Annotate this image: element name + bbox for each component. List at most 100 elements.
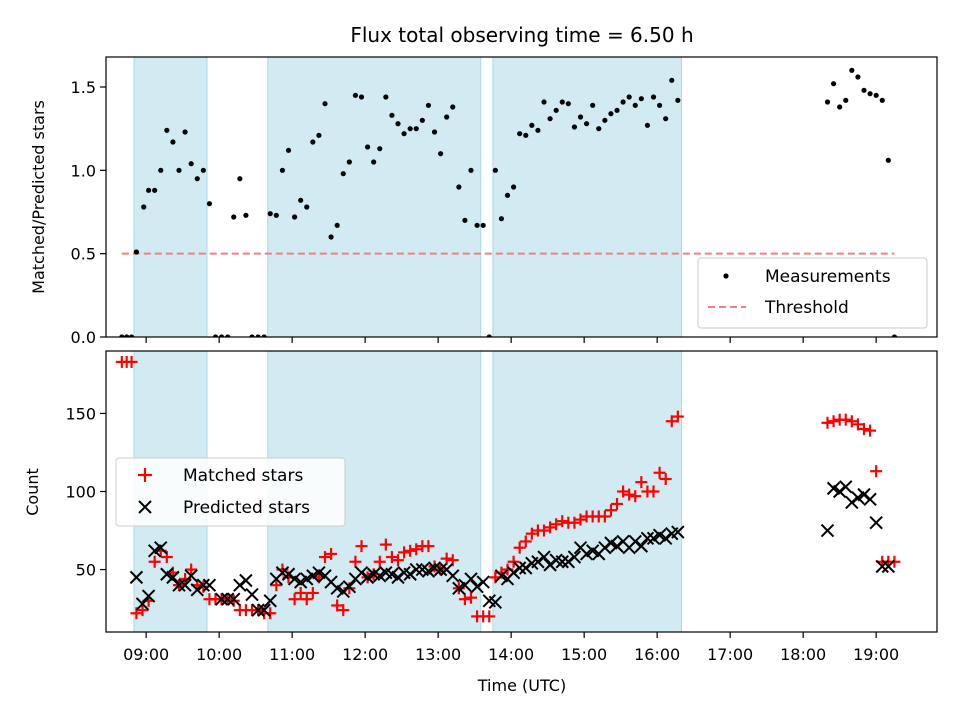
matched-star-point bbox=[148, 555, 161, 568]
matched-star-point bbox=[349, 555, 362, 568]
measurement-point bbox=[291, 214, 298, 220]
predicted-star-point bbox=[220, 592, 235, 606]
x-tick-label: 18:00 bbox=[780, 645, 826, 664]
legend-matched-label: Matched stars bbox=[183, 466, 303, 486]
y-tick-label: 0.0 bbox=[71, 328, 96, 347]
measurement-point bbox=[218, 334, 225, 337]
matched-star-point bbox=[440, 552, 453, 565]
legend-measurements-label: Measurements bbox=[765, 267, 891, 287]
matched-star-point bbox=[598, 510, 611, 523]
predicted-star-point bbox=[512, 561, 527, 575]
matched-star-point bbox=[325, 547, 338, 560]
matched-star-point bbox=[864, 424, 877, 437]
predicted-star-point bbox=[869, 516, 883, 530]
measurement-point bbox=[401, 131, 407, 137]
x-axis-label: Time (UTC) bbox=[477, 676, 566, 695]
top-legend: Measurements Threshold bbox=[697, 257, 928, 329]
y-tick-label: 150 bbox=[65, 404, 96, 423]
measurement-point bbox=[885, 157, 891, 163]
measurement-point bbox=[389, 112, 395, 118]
top-panel: 0.0 0.5 1.0 1.5 Matched/Predicted stars Mea… bbox=[29, 56, 938, 347]
matched-star-point bbox=[870, 465, 883, 478]
measurement-point bbox=[486, 334, 492, 337]
measurement-point bbox=[334, 222, 340, 228]
predicted-star-point bbox=[178, 578, 192, 592]
x-tick-label: 17:00 bbox=[707, 645, 753, 664]
matched-star-point bbox=[568, 516, 581, 529]
predicted-star-point bbox=[135, 597, 150, 611]
measurement-point bbox=[644, 122, 651, 128]
measurement-point bbox=[231, 214, 237, 220]
measurement-point bbox=[614, 107, 620, 113]
matched-star-point bbox=[513, 541, 526, 554]
measurement-point bbox=[152, 187, 158, 193]
matched-star-point bbox=[319, 551, 332, 564]
matched-star-point bbox=[136, 604, 149, 617]
top-y-axis-label: Matched/Predicted stars bbox=[29, 100, 48, 294]
matched-star-point bbox=[538, 524, 551, 537]
chart-title: Flux total observing time = 6.50 h bbox=[350, 23, 693, 47]
legend-predicted-label: Predicted stars bbox=[183, 498, 310, 518]
y-tick-label: 0.5 bbox=[71, 245, 96, 264]
measurement-point bbox=[395, 121, 401, 127]
matched-star-point bbox=[845, 415, 858, 428]
shaded-band bbox=[492, 56, 682, 338]
predicted-star-point bbox=[129, 570, 144, 585]
matched-star-point bbox=[294, 586, 307, 599]
measurement-point bbox=[867, 91, 873, 97]
matched-star-point bbox=[422, 540, 435, 553]
measurement-point bbox=[620, 99, 626, 105]
measurement-point bbox=[164, 127, 170, 133]
measurement-point bbox=[371, 159, 377, 165]
predicted-star-point bbox=[488, 595, 503, 610]
measurement-point bbox=[650, 94, 657, 100]
measurement-point bbox=[298, 197, 304, 203]
predicted-star-point bbox=[251, 603, 265, 617]
measurement-point bbox=[407, 126, 413, 132]
matched-star-point bbox=[604, 504, 617, 517]
matched-star-point bbox=[629, 490, 642, 503]
measurement-point bbox=[322, 101, 328, 107]
predicted-star-point bbox=[239, 573, 253, 588]
measurement-point bbox=[206, 201, 213, 207]
top-shaded-bands bbox=[133, 56, 682, 338]
matched-star-point bbox=[611, 497, 624, 510]
matched-star-point bbox=[300, 593, 313, 606]
matched-star-point bbox=[410, 543, 423, 556]
measurement-point bbox=[879, 97, 885, 103]
measurement-point bbox=[237, 176, 243, 182]
measurement-point bbox=[474, 222, 480, 228]
predicted-star-point bbox=[342, 580, 357, 594]
matched-star-point bbox=[385, 551, 398, 564]
measurement-point bbox=[141, 204, 147, 210]
measurement-point bbox=[188, 161, 194, 167]
legend-measurements-marker bbox=[723, 273, 729, 279]
measurement-point bbox=[523, 132, 529, 138]
measurement-point bbox=[352, 92, 359, 98]
measurement-point bbox=[583, 121, 590, 127]
measurement-point bbox=[340, 171, 346, 177]
measurement-point bbox=[565, 101, 571, 107]
measurement-point bbox=[124, 334, 130, 337]
predicted-star-point bbox=[154, 540, 168, 555]
measurement-point bbox=[577, 114, 584, 120]
measurement-point bbox=[571, 124, 578, 130]
matched-star-point bbox=[827, 415, 840, 428]
predicted-star-point bbox=[214, 592, 229, 606]
x-tick-label: 12:00 bbox=[342, 645, 388, 664]
measurement-point bbox=[425, 102, 432, 108]
measurement-point bbox=[468, 167, 474, 173]
predicted-star-point bbox=[141, 589, 156, 603]
measurement-point bbox=[517, 131, 523, 137]
measurement-point bbox=[456, 184, 462, 190]
measurement-point bbox=[383, 94, 389, 100]
measurement-point bbox=[128, 334, 135, 337]
measurement-point bbox=[504, 192, 511, 198]
measurement-point bbox=[602, 117, 608, 123]
measurement-point bbox=[437, 151, 444, 157]
matched-star-point bbox=[665, 415, 678, 428]
matched-star-point bbox=[635, 476, 648, 489]
bottom-legend: Matched stars Predicted stars bbox=[115, 457, 346, 527]
predicted-star-point bbox=[202, 578, 217, 592]
predicted-star-point bbox=[464, 572, 478, 586]
